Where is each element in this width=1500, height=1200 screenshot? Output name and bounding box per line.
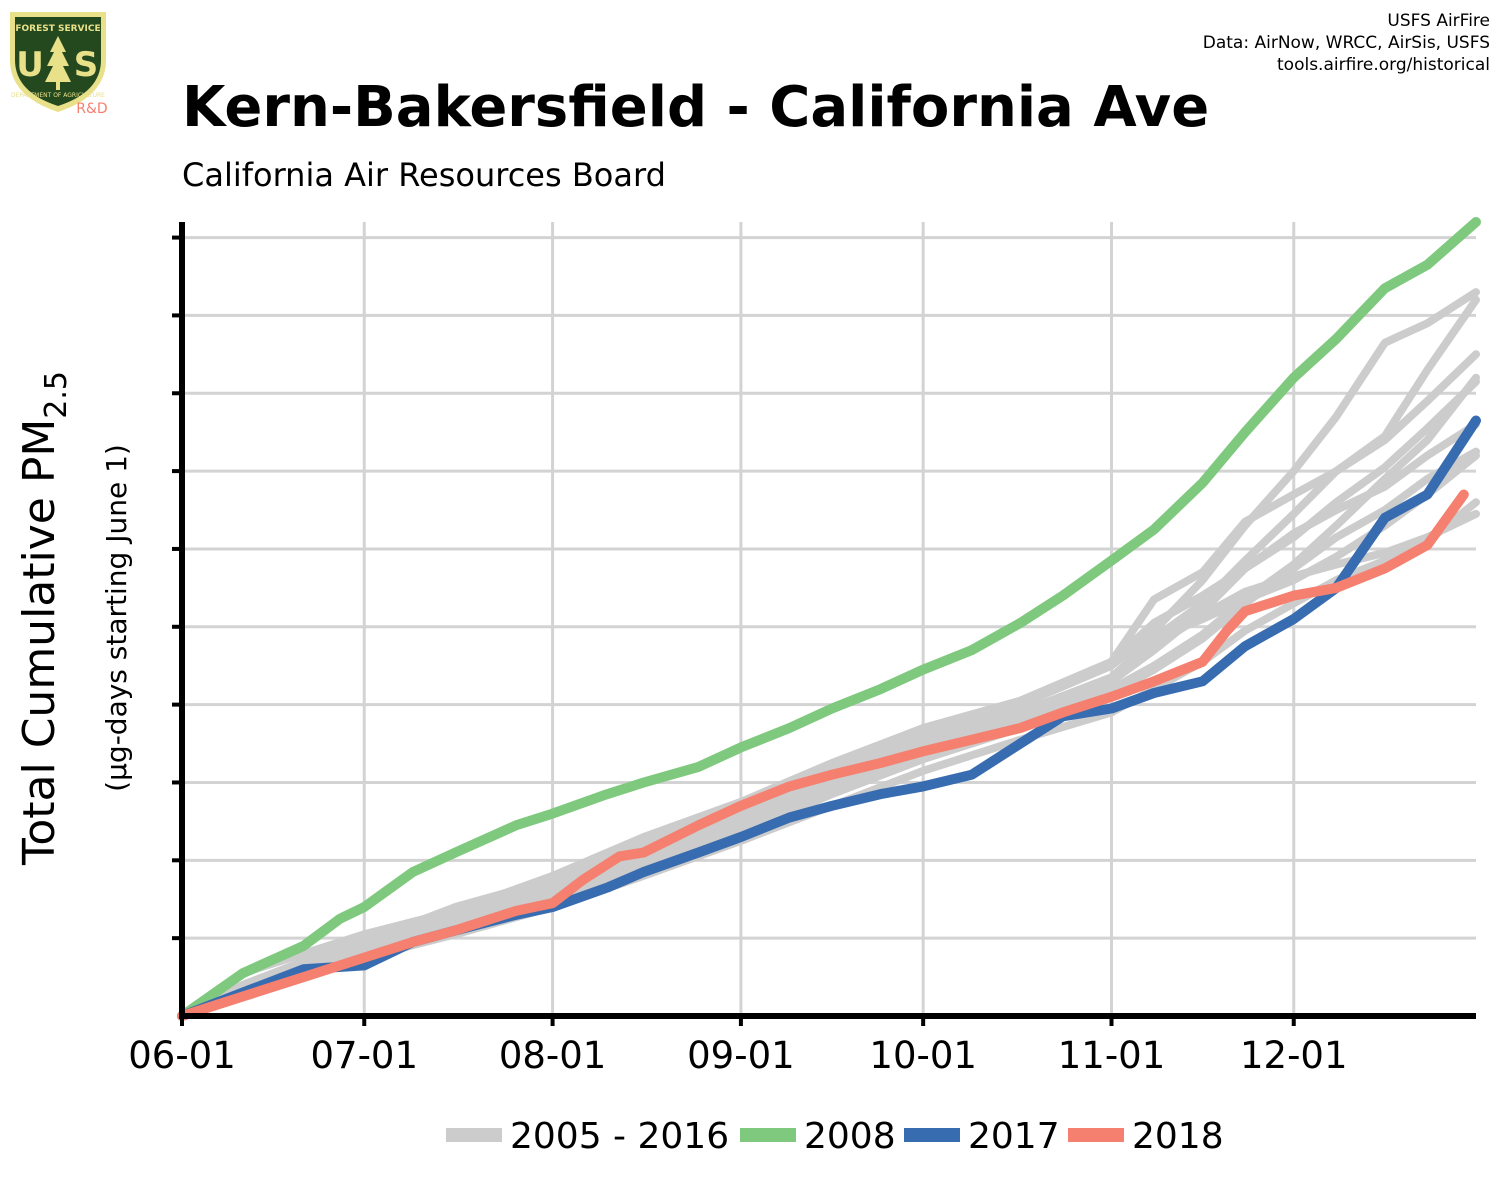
x-tick-label-09-01: 09-01 xyxy=(687,1034,795,1077)
x-tick-label-12-01: 12-01 xyxy=(1240,1034,1348,1077)
credit-line-3: tools.airfire.org/historical xyxy=(1277,55,1490,75)
chart-title: Kern-Bakersfield - California Ave xyxy=(182,75,1209,140)
history-series-line-1 xyxy=(178,295,1480,1020)
x-tick-labels: 06-01 07-01 08-01 09-01 10-01 11-01 12-01 xyxy=(128,1034,1347,1077)
history-series-line-9 xyxy=(178,377,1480,1020)
history-series-line-4 xyxy=(178,373,1480,1020)
forest-service-shield-logo: FOREST SERVICE U S DEPARTMENT OF AGRICUL… xyxy=(10,12,108,117)
logo-top-text: FOREST SERVICE xyxy=(15,24,100,34)
legend: 2005 - 2016 2008 2017 2018 xyxy=(446,1116,1224,1157)
logo-initial-left: U xyxy=(16,45,44,85)
history-series-group xyxy=(178,288,1480,1020)
logo-initial-right: S xyxy=(74,45,99,85)
legend-label-2: 2008 xyxy=(804,1116,896,1157)
chart-subtitle: California Air Resources Board xyxy=(182,156,666,194)
y-axis-label-subscript: 2.5 xyxy=(39,371,74,419)
y-axis-label: Total Cumulative PM2.5 xyxy=(14,371,74,866)
axes xyxy=(172,222,1476,1026)
x-tick-label-10-01: 10-01 xyxy=(869,1034,977,1077)
logo-tree-icon xyxy=(45,36,71,90)
history-series-line-3 xyxy=(178,350,1480,1020)
series-line-2017 xyxy=(177,415,1481,1021)
x-tick-label-06-01: 06-01 xyxy=(128,1034,236,1077)
highlight-series-group xyxy=(177,217,1481,1021)
legend-label-4: 2018 xyxy=(1132,1116,1224,1157)
x-tick-label-07-01: 07-01 xyxy=(310,1034,418,1077)
credit-line-1: USFS AirFire xyxy=(1387,11,1490,31)
logo-bottom-text: DEPARTMENT OF AGRICULTURE xyxy=(11,92,105,99)
legend-label-3: 2017 xyxy=(968,1116,1060,1157)
x-tick-label-08-01: 08-01 xyxy=(499,1034,607,1077)
series-line-2018 xyxy=(177,489,1469,1021)
x-tick-label-11-01: 11-01 xyxy=(1058,1034,1166,1077)
y-axis-label-main: Total Cumulative PM xyxy=(14,419,65,866)
y-axis-units-label: (µg-days starting June 1) xyxy=(100,444,133,792)
logo-tag: R&D xyxy=(76,101,107,117)
history-series-line-2 xyxy=(178,288,1480,1020)
legend-label-1: 2005 - 2016 xyxy=(510,1116,729,1157)
credit-line-2: Data: AirNow, WRCC, AirSis, USFS xyxy=(1203,33,1490,53)
series-line-2008 xyxy=(177,217,1481,1021)
